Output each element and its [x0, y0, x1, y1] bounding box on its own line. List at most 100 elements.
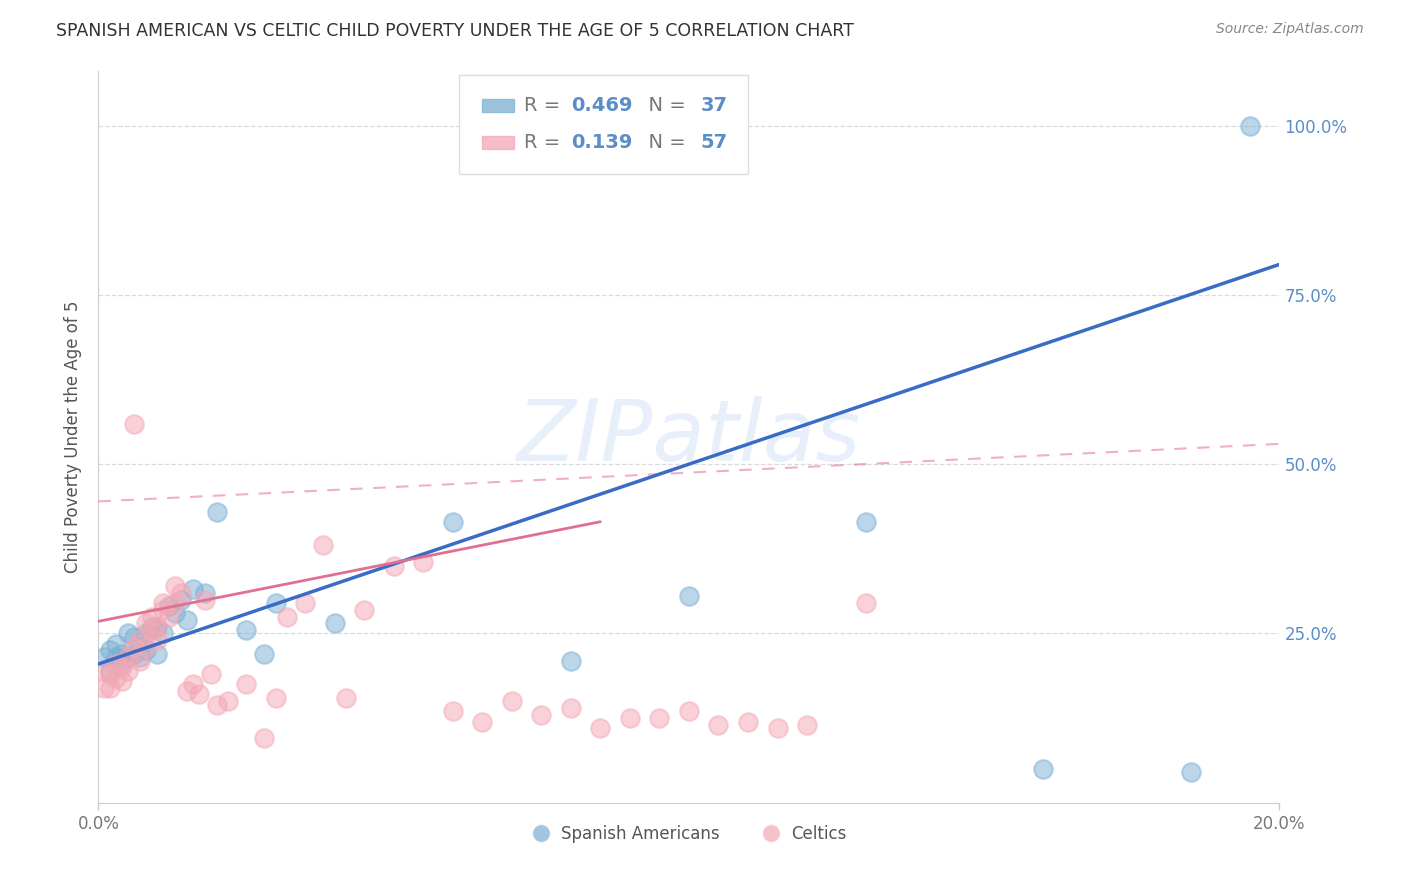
- Point: [170, 592, 193, 607]
- Point: [678, 705, 700, 719]
- Point: [152, 603, 174, 617]
- Text: 37: 37: [700, 96, 728, 115]
- Point: [105, 671, 128, 685]
- Text: N =: N =: [636, 133, 692, 152]
- Point: [128, 633, 150, 648]
- Point: [93, 664, 115, 678]
- Point: [205, 505, 228, 519]
- Point: [135, 640, 157, 654]
- Point: [122, 640, 145, 654]
- Text: 0.469: 0.469: [571, 96, 633, 115]
- Point: [619, 711, 641, 725]
- Point: [766, 721, 789, 735]
- Point: [111, 657, 134, 671]
- Point: [98, 667, 121, 681]
- Point: [111, 673, 134, 688]
- FancyBboxPatch shape: [482, 136, 515, 149]
- Point: [382, 558, 405, 573]
- Point: [146, 620, 169, 634]
- Point: [122, 647, 145, 661]
- Text: R =: R =: [523, 133, 567, 152]
- Point: [93, 681, 115, 695]
- Point: [146, 620, 169, 634]
- Point: [235, 623, 257, 637]
- Point: [648, 711, 671, 725]
- Point: [194, 586, 217, 600]
- FancyBboxPatch shape: [482, 99, 515, 112]
- Point: [117, 650, 139, 665]
- Point: [194, 592, 217, 607]
- Point: [441, 705, 464, 719]
- Point: [98, 664, 121, 678]
- Point: [737, 714, 759, 729]
- Point: [560, 701, 582, 715]
- Point: [117, 626, 139, 640]
- Point: [353, 603, 375, 617]
- Point: [128, 640, 150, 654]
- Point: [165, 579, 187, 593]
- Point: [335, 690, 357, 705]
- Point: [264, 596, 287, 610]
- Point: [141, 609, 163, 624]
- Point: [122, 417, 145, 431]
- Point: [170, 586, 193, 600]
- Point: [146, 633, 169, 648]
- Point: [157, 609, 180, 624]
- Point: [146, 647, 169, 661]
- Point: [141, 620, 163, 634]
- Point: [117, 650, 139, 665]
- Point: [1032, 762, 1054, 776]
- Point: [111, 647, 134, 661]
- Point: [105, 637, 128, 651]
- Point: [312, 538, 335, 552]
- Point: [135, 626, 157, 640]
- Point: [135, 616, 157, 631]
- Point: [589, 721, 612, 735]
- Point: [855, 515, 877, 529]
- Legend: Spanish Americans, Celtics: Spanish Americans, Celtics: [524, 818, 853, 849]
- Point: [117, 664, 139, 678]
- Point: [128, 650, 150, 665]
- Text: Source: ZipAtlas.com: Source: ZipAtlas.com: [1216, 22, 1364, 37]
- Point: [152, 626, 174, 640]
- Point: [105, 657, 128, 671]
- Point: [93, 650, 115, 665]
- Point: [412, 555, 434, 569]
- Point: [165, 606, 187, 620]
- Point: [217, 694, 239, 708]
- Point: [264, 690, 287, 705]
- Point: [253, 647, 276, 661]
- Text: 0.139: 0.139: [571, 133, 633, 152]
- Point: [205, 698, 228, 712]
- Point: [181, 677, 204, 691]
- Text: ZIPatlas: ZIPatlas: [517, 395, 860, 479]
- Point: [441, 515, 464, 529]
- Point: [152, 596, 174, 610]
- Text: SPANISH AMERICAN VS CELTIC CHILD POVERTY UNDER THE AGE OF 5 CORRELATION CHART: SPANISH AMERICAN VS CELTIC CHILD POVERTY…: [56, 22, 853, 40]
- Point: [501, 694, 523, 708]
- Point: [141, 623, 163, 637]
- Point: [235, 677, 257, 691]
- Point: [200, 667, 222, 681]
- Point: [122, 630, 145, 644]
- Point: [111, 660, 134, 674]
- Point: [165, 596, 187, 610]
- Point: [707, 718, 730, 732]
- Point: [323, 616, 346, 631]
- Point: [105, 650, 128, 665]
- Point: [530, 707, 553, 722]
- Point: [1180, 765, 1202, 780]
- Point: [128, 654, 150, 668]
- Point: [855, 596, 877, 610]
- Point: [98, 681, 121, 695]
- Point: [1239, 119, 1261, 133]
- Point: [560, 654, 582, 668]
- Y-axis label: Child Poverty Under the Age of 5: Child Poverty Under the Age of 5: [65, 301, 83, 574]
- Point: [157, 599, 180, 614]
- Point: [187, 688, 209, 702]
- Point: [678, 589, 700, 603]
- FancyBboxPatch shape: [458, 75, 748, 174]
- Point: [796, 718, 818, 732]
- Point: [135, 643, 157, 657]
- Point: [176, 613, 198, 627]
